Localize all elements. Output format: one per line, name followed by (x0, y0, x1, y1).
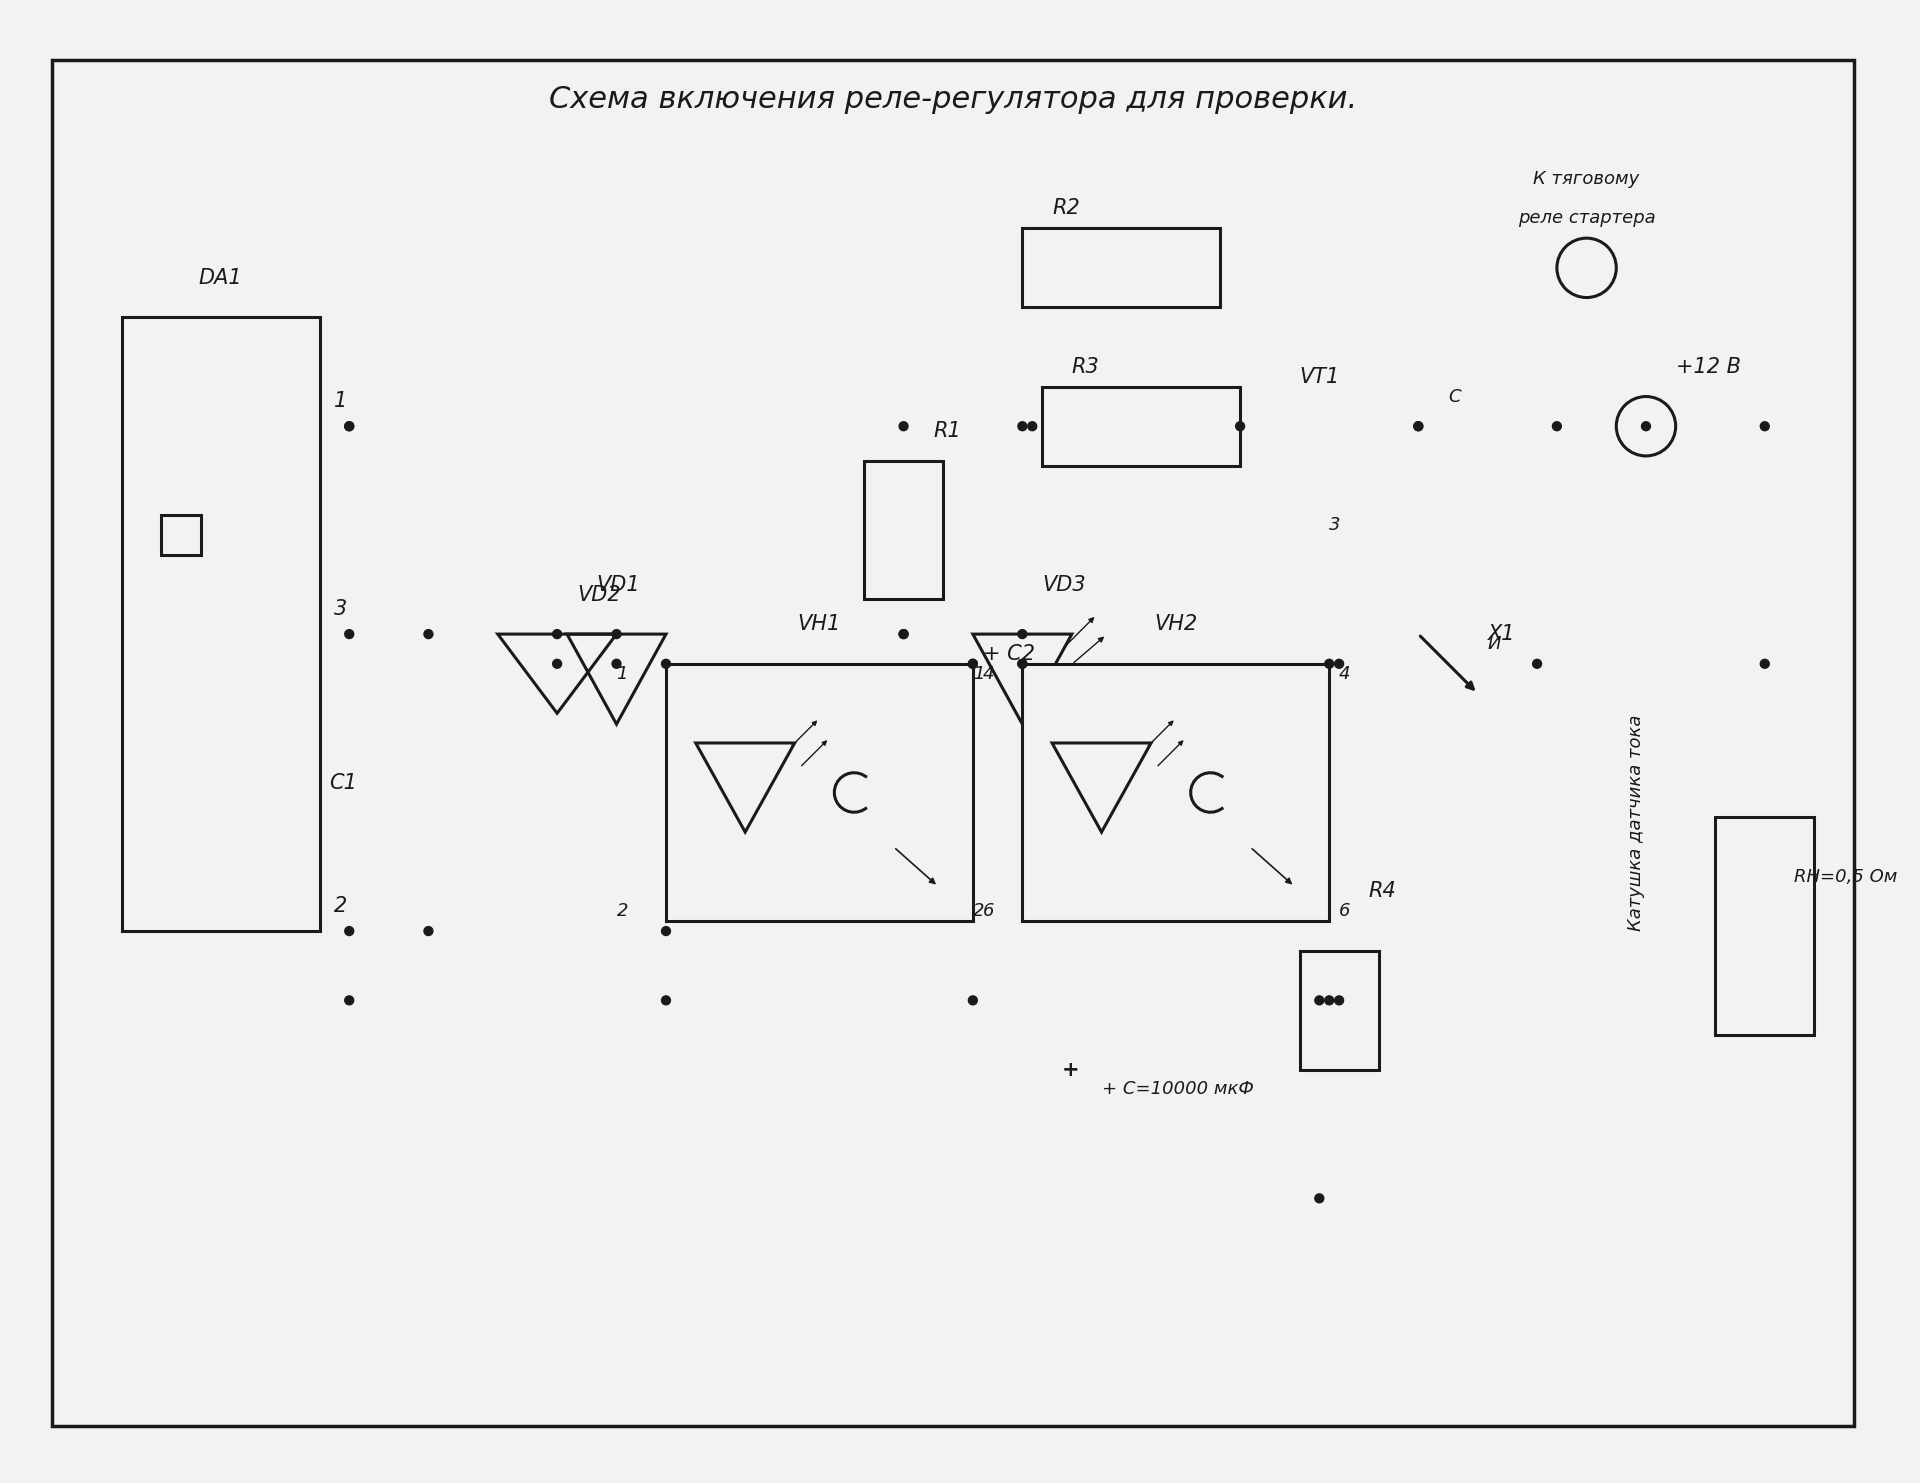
Text: Схема включения реле-регулятора для проверки.: Схема включения реле-регулятора для пров… (549, 85, 1357, 114)
Circle shape (346, 997, 353, 1005)
Circle shape (1413, 421, 1423, 430)
Text: 1: 1 (973, 664, 985, 682)
Circle shape (1018, 421, 1027, 430)
Circle shape (1761, 421, 1768, 430)
Text: 4: 4 (983, 664, 995, 682)
Text: R2: R2 (1052, 199, 1079, 218)
Circle shape (1027, 421, 1037, 430)
Circle shape (346, 630, 353, 639)
Circle shape (1236, 421, 1244, 430)
Circle shape (612, 660, 620, 669)
Text: Катушка датчика тока: Катушка датчика тока (1626, 715, 1645, 931)
Text: DA1: DA1 (200, 268, 242, 288)
Text: К тяговому: К тяговому (1534, 169, 1640, 188)
Text: VH2: VH2 (1154, 614, 1198, 635)
Circle shape (1532, 660, 1542, 669)
Text: 6: 6 (983, 902, 995, 921)
Circle shape (1315, 997, 1323, 1005)
Circle shape (662, 997, 670, 1005)
Circle shape (612, 630, 620, 639)
Circle shape (1413, 421, 1423, 430)
Circle shape (1325, 660, 1334, 669)
Bar (666, 664, 973, 921)
Bar (121, 317, 319, 931)
Circle shape (662, 660, 670, 669)
Text: C1: C1 (330, 773, 357, 792)
Bar (864, 461, 943, 599)
Circle shape (346, 927, 353, 936)
Text: C: C (1448, 387, 1461, 405)
Bar (1300, 951, 1379, 1069)
Text: 1: 1 (616, 664, 628, 682)
Bar (1021, 664, 1329, 921)
Circle shape (553, 660, 561, 669)
Circle shape (346, 421, 353, 430)
Text: RH=0,5 Ом: RH=0,5 Ом (1795, 868, 1897, 885)
Circle shape (1553, 421, 1561, 430)
Circle shape (424, 630, 432, 639)
Circle shape (1018, 630, 1027, 639)
Bar (1021, 228, 1221, 307)
Text: 2: 2 (616, 902, 628, 921)
Circle shape (968, 660, 977, 669)
Bar (1043, 387, 1240, 466)
Circle shape (1334, 997, 1344, 1005)
Text: X1: X1 (1488, 624, 1515, 644)
Circle shape (899, 630, 908, 639)
Text: 2: 2 (973, 902, 985, 921)
Text: 6: 6 (1338, 902, 1350, 921)
Circle shape (424, 927, 432, 936)
Text: 3: 3 (1329, 516, 1340, 534)
Circle shape (1334, 660, 1344, 669)
Text: +12 В: +12 В (1676, 357, 1741, 377)
Text: R3: R3 (1071, 357, 1100, 377)
Text: VD3: VD3 (1043, 574, 1087, 595)
Text: VD1: VD1 (597, 574, 641, 595)
Text: VT1: VT1 (1300, 366, 1340, 387)
Circle shape (1642, 421, 1651, 430)
Text: + C2: + C2 (983, 644, 1035, 664)
Text: 2: 2 (334, 896, 348, 916)
Circle shape (1018, 660, 1027, 669)
Text: R1: R1 (933, 421, 962, 440)
Circle shape (553, 630, 561, 639)
Text: И: И (1488, 635, 1501, 653)
Text: 1: 1 (334, 392, 348, 411)
Bar (161, 515, 202, 555)
Circle shape (1315, 1194, 1323, 1203)
Text: 3: 3 (334, 599, 348, 620)
Circle shape (1325, 997, 1334, 1005)
Circle shape (346, 421, 353, 430)
Text: 4: 4 (1338, 664, 1350, 682)
Circle shape (968, 660, 977, 669)
Text: +: + (1062, 1060, 1079, 1080)
Circle shape (1018, 660, 1027, 669)
Circle shape (662, 927, 670, 936)
Text: VD2: VD2 (576, 584, 620, 605)
Circle shape (968, 997, 977, 1005)
Text: реле стартера: реле стартера (1519, 209, 1655, 227)
Bar (1715, 817, 1814, 1035)
Circle shape (899, 630, 908, 639)
Text: VH1: VH1 (799, 614, 841, 635)
Circle shape (1761, 660, 1768, 669)
Circle shape (899, 421, 908, 430)
Text: R4: R4 (1369, 881, 1396, 902)
Text: + C=10000 мкФ: + C=10000 мкФ (1102, 1081, 1254, 1099)
